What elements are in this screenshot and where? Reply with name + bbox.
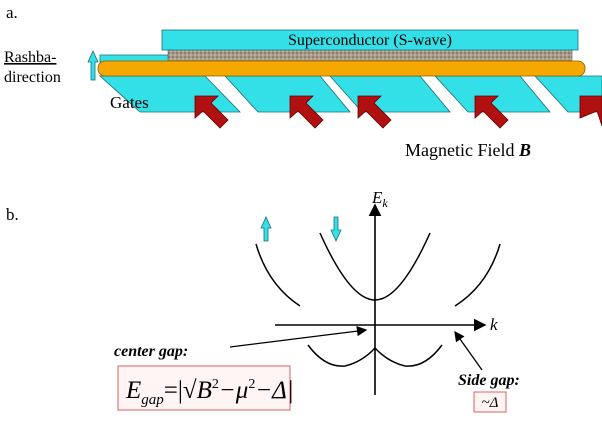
formula-part: B [197, 377, 212, 404]
formula-part: =|√ [164, 377, 197, 404]
spin-down-arrow [331, 217, 341, 241]
side-gap-value: ~Δ [482, 395, 499, 411]
rashba-arrow [88, 51, 98, 80]
formula-part: −Δ| [255, 377, 293, 404]
energy-axis-label: Ek [371, 188, 388, 210]
gates-label: Gates [110, 93, 149, 112]
center-gap-label: center gap: [114, 343, 188, 360]
panel-label: a. [6, 3, 18, 22]
center-gap-pointer [230, 330, 366, 347]
formula-part: −μ [219, 377, 248, 404]
formula-part: 2 [212, 377, 219, 392]
side-gap-pointer [455, 332, 482, 370]
interface-layer [168, 50, 572, 61]
formula-base: E [125, 377, 141, 404]
bands [256, 233, 500, 366]
field-label: Magnetic Field B [405, 140, 531, 160]
side-gap-label: Side gap: [458, 372, 520, 389]
rashba-label: direction [4, 69, 61, 86]
spin-up-arrow [261, 217, 271, 241]
formula-part: 2 [248, 377, 255, 392]
superconductor-label: Superconductor (S-wave) [288, 32, 452, 49]
formula-sub: gap [141, 392, 164, 408]
gates [100, 76, 602, 112]
axis-symbol: E [371, 188, 383, 207]
rashba-label: Rashba- [4, 49, 56, 66]
panel-label: b. [6, 205, 19, 224]
field-text: Magnetic Field [405, 140, 519, 160]
field-symbol: B [518, 140, 531, 160]
momentum-axis-label: k [490, 315, 498, 334]
axis-sub: k [382, 196, 388, 210]
nanowire [98, 61, 585, 76]
figure: a. Superconductor (S-wave) Rashba- direc… [0, 0, 602, 420]
